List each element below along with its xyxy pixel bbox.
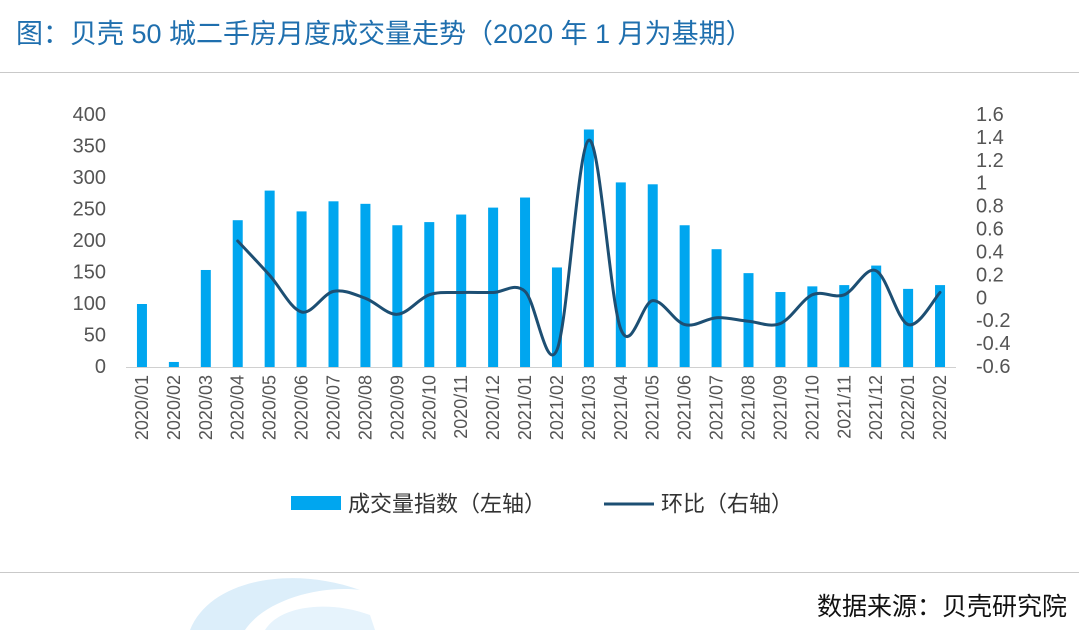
watermark-logo-icon [190,578,375,630]
bar-2021/02 [551,267,562,367]
y-left-tick-label: 50 [84,325,106,347]
x-tick-label: 2021/08 [739,375,759,440]
y-left-tick-label: 250 [73,199,106,221]
x-tick-label: 2021/11 [834,375,854,439]
bar-2021/04 [615,182,626,367]
top-divider [0,72,1079,73]
combo-chart: 2020/01 2020/02 2020/03 2020/04 2020/05 2020/… [73,104,1011,517]
bar-2022/01 [903,288,914,367]
x-tick-label: 2020/03 [196,375,216,440]
bar-2021/01 [520,197,531,367]
legend-label-line: 环比（右轴） [661,492,793,517]
y-right-tick-label: 1.4 [976,127,1004,149]
source-note: 数据来源：贝壳研究院 [816,593,1067,621]
bar-2020/06 [296,211,307,367]
bar-2021/03 [583,129,594,367]
x-tick-label: 2020/05 [260,375,280,440]
x-tick-label: 2021/04 [611,375,631,440]
x-tick-label: 2020/02 [164,375,184,440]
x-tick-label: 2021/12 [866,375,886,440]
bar-2021/06 [679,225,690,367]
x-tick-label: 2022/02 [930,375,950,440]
y-left-tick-label: 400 [73,104,106,126]
bar-2021/11 [839,285,850,367]
y-right-tick-label: 1.6 [976,104,1004,126]
bar-2020/08 [360,203,371,367]
y-left-tick-label: 100 [73,293,106,315]
bar-2021/12 [871,265,882,367]
x-tick-label: 2020/10 [419,375,439,440]
bar-2020/12 [488,207,499,367]
y-right-tick-label: 0.2 [976,264,1004,286]
bar-2021/05 [647,184,658,367]
legend-swatch-bar [291,496,341,510]
y-left-tick-label: 150 [73,262,106,284]
bar-2020/02 [168,361,179,367]
bar-2020/03 [200,269,211,367]
x-tick-label: 2020/04 [228,375,248,440]
y-left-tick-label: 350 [73,136,106,158]
x-tick-label: 2021/05 [643,375,663,440]
y-right-tick-label: 0.8 [976,196,1004,218]
bar-2020/11 [456,214,467,367]
y-right-tick-label: -0.2 [976,310,1010,332]
x-tick-label: 2020/11 [451,375,471,439]
bar-2021/09 [775,292,786,367]
x-tick-label: 2021/07 [707,375,727,440]
x-tick-label: 2020/12 [483,375,503,440]
x-tick-label: 2021/02 [547,375,567,440]
x-tick-label: 2020/08 [355,375,375,440]
y-left-tick-label: 200 [73,230,106,252]
x-tick-label: 2020/01 [132,375,152,440]
y-right-tick-label: 0 [976,287,987,309]
bar-2020/04 [232,220,243,367]
x-tick-label: 2021/01 [515,375,535,440]
x-tick-label: 2021/09 [770,375,790,440]
y-left-tick-label: 300 [73,167,106,189]
y-right-tick-label: -0.6 [976,356,1010,378]
bar-2020/09 [392,225,403,367]
y-right-tick-label: -0.4 [976,333,1010,355]
y-left-tick-label: 0 [95,356,106,378]
bar-2022/02 [935,285,946,367]
legend-label-bar: 成交量指数（左轴） [348,492,546,517]
x-tick-label: 2020/06 [292,375,312,440]
y-right-tick-label: 0.4 [976,241,1004,263]
bar-2020/07 [328,201,339,367]
x-tick-label: 2021/03 [579,375,599,440]
x-tick-label: 2021/10 [802,375,822,440]
y-right-tick-label: 1 [976,173,987,195]
mom-change-line [236,138,942,357]
x-tick-label: 2020/07 [324,375,344,440]
x-tick-label: 2020/09 [387,375,407,440]
y-right-tick-label: 1.2 [976,150,1004,172]
bar-2021/07 [711,249,722,367]
x-tick-label: 2021/06 [675,375,695,440]
x-tick-label: 2022/01 [898,375,918,440]
bar-2020/05 [264,190,275,367]
bar-2021/10 [807,286,818,367]
bottom-divider [0,572,1079,573]
bar-2020/01 [136,304,147,367]
chart-title: 图：贝壳 50 城二手房月度成交量走势（2020 年 1 月为基期） [16,19,753,49]
y-right-tick-label: 0.6 [976,219,1004,241]
